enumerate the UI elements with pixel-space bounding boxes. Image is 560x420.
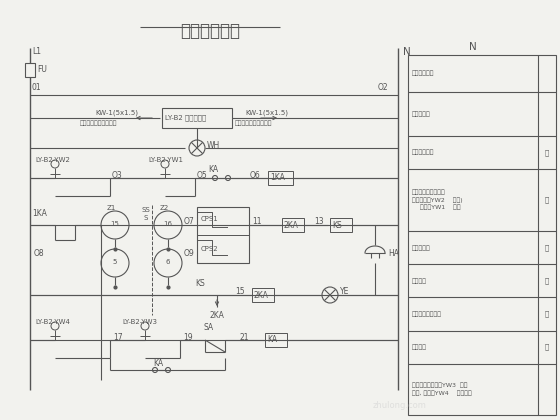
Text: 2KA: 2KA bbox=[210, 310, 225, 320]
Bar bbox=[197, 207, 249, 263]
Circle shape bbox=[322, 287, 338, 303]
Text: 路: 路 bbox=[545, 344, 549, 350]
Text: 6: 6 bbox=[166, 259, 170, 265]
Text: O5: O5 bbox=[197, 171, 208, 179]
Text: CPS1: CPS1 bbox=[201, 216, 219, 222]
Text: 至高位水箱液位传感器: 至高位水箱液位传感器 bbox=[235, 120, 273, 126]
Bar bbox=[252, 288, 274, 302]
Text: N: N bbox=[469, 42, 477, 52]
Text: 制: 制 bbox=[545, 278, 549, 284]
Bar bbox=[25, 63, 35, 77]
Bar bbox=[330, 218, 352, 232]
Text: CPS2: CPS2 bbox=[201, 246, 218, 252]
Text: 5: 5 bbox=[113, 259, 117, 265]
Text: 11: 11 bbox=[252, 218, 262, 226]
Text: FU: FU bbox=[37, 66, 47, 74]
Text: LY-B2-YW4: LY-B2-YW4 bbox=[35, 319, 70, 325]
Text: SA: SA bbox=[203, 323, 213, 333]
Circle shape bbox=[141, 322, 149, 330]
Text: 17: 17 bbox=[113, 333, 123, 341]
Text: 21: 21 bbox=[240, 333, 250, 341]
Text: Z1: Z1 bbox=[107, 205, 116, 211]
Text: L1: L1 bbox=[32, 47, 41, 57]
Text: 低位水箱下限水位YW3  联锁
停泵, 高水位YW4    联锁解除: 低位水箱下限水位YW3 联锁 停泵, 高水位YW4 联锁解除 bbox=[412, 383, 472, 396]
Bar bbox=[268, 171, 293, 185]
Circle shape bbox=[154, 249, 182, 277]
Text: KA: KA bbox=[267, 336, 277, 344]
Text: 2KA: 2KA bbox=[254, 291, 269, 299]
Circle shape bbox=[101, 249, 129, 277]
Bar bbox=[408, 55, 556, 415]
Text: LY-B2 液位控制仪: LY-B2 液位控制仪 bbox=[165, 115, 206, 121]
Text: LY-B2-YW1: LY-B2-YW1 bbox=[148, 157, 183, 163]
Text: O6: O6 bbox=[250, 171, 261, 179]
Circle shape bbox=[51, 160, 59, 168]
Text: S: S bbox=[144, 215, 148, 221]
Text: KW-1(5x1.5): KW-1(5x1.5) bbox=[95, 110, 138, 116]
Text: LY-B2-YW3: LY-B2-YW3 bbox=[122, 319, 157, 325]
Text: 至低位水箱液位传感器: 至低位水箱液位传感器 bbox=[80, 120, 118, 126]
Circle shape bbox=[152, 368, 157, 373]
Text: N: N bbox=[403, 47, 410, 57]
Text: 1KA: 1KA bbox=[270, 173, 285, 183]
Text: 控制电源保护: 控制电源保护 bbox=[412, 71, 435, 76]
Bar bbox=[282, 218, 304, 232]
Text: O2: O2 bbox=[377, 84, 388, 92]
Text: O3: O3 bbox=[112, 171, 123, 179]
Text: 13: 13 bbox=[314, 218, 324, 226]
Text: 备用泵自投继电器: 备用泵自投继电器 bbox=[412, 311, 442, 317]
Text: KS: KS bbox=[195, 278, 205, 288]
Text: 事故信号: 事故信号 bbox=[412, 344, 427, 350]
Text: 事故音响: 事故音响 bbox=[412, 278, 427, 284]
Text: O7: O7 bbox=[184, 218, 195, 226]
Text: KA: KA bbox=[153, 360, 163, 368]
Text: zhulong.com: zhulong.com bbox=[373, 401, 427, 410]
Circle shape bbox=[51, 322, 59, 330]
Text: KS: KS bbox=[332, 220, 342, 229]
Text: O8: O8 bbox=[34, 249, 45, 257]
Text: 水: 水 bbox=[545, 149, 549, 156]
Text: 控制电源显示: 控制电源显示 bbox=[412, 150, 435, 155]
Circle shape bbox=[101, 211, 129, 239]
Bar bbox=[265, 333, 287, 347]
Circle shape bbox=[189, 140, 205, 156]
Text: 控: 控 bbox=[545, 244, 549, 251]
Text: WH: WH bbox=[207, 141, 220, 150]
Text: Z2: Z2 bbox=[160, 205, 169, 211]
Text: 时间继电器: 时间继电器 bbox=[412, 245, 431, 251]
Circle shape bbox=[226, 176, 231, 181]
Text: 15: 15 bbox=[235, 288, 245, 297]
Text: O9: O9 bbox=[184, 249, 195, 257]
Text: 位: 位 bbox=[545, 197, 549, 203]
Text: 液位控制仪: 液位控制仪 bbox=[412, 111, 431, 117]
Text: HA: HA bbox=[388, 249, 399, 257]
Text: 19: 19 bbox=[183, 333, 193, 341]
Text: 2KA: 2KA bbox=[284, 220, 299, 229]
Text: SS: SS bbox=[142, 207, 151, 213]
Circle shape bbox=[212, 176, 217, 181]
Circle shape bbox=[154, 211, 182, 239]
Text: LY-B2-YW2: LY-B2-YW2 bbox=[35, 157, 70, 163]
Text: YE: YE bbox=[340, 288, 349, 297]
Circle shape bbox=[161, 160, 169, 168]
Text: 15: 15 bbox=[110, 221, 119, 227]
Text: KA: KA bbox=[208, 165, 218, 174]
Text: 16: 16 bbox=[164, 221, 172, 227]
Text: 1KA: 1KA bbox=[32, 208, 47, 218]
Circle shape bbox=[166, 368, 170, 373]
Text: 液位控制原理: 液位控制原理 bbox=[180, 22, 240, 40]
Bar bbox=[162, 108, 232, 128]
Text: KW-1(5x1.5): KW-1(5x1.5) bbox=[245, 110, 288, 116]
Text: 01: 01 bbox=[32, 84, 41, 92]
Text: 回: 回 bbox=[545, 311, 549, 317]
Text: 水位自动控制（高位
水箱低水位YW2    开泵)
    高水位YW1    停泵: 水位自动控制（高位 水箱低水位YW2 开泵) 高水位YW1 停泵 bbox=[412, 190, 463, 210]
